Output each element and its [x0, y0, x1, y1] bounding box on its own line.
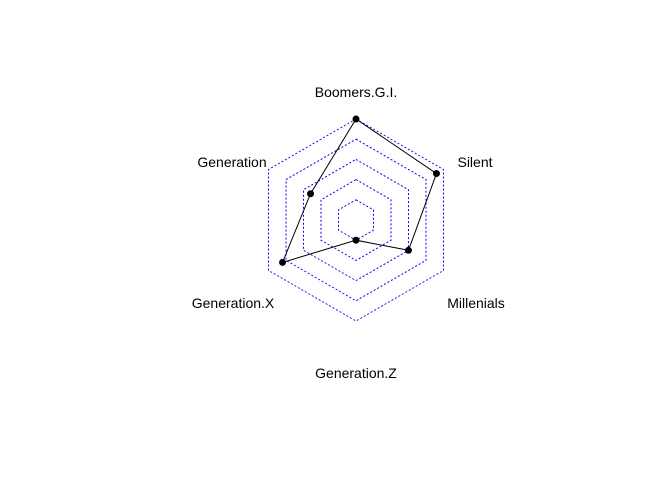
radar-series [279, 115, 440, 266]
series-line-0 [281, 118, 438, 264]
grid-ring-4 [268, 118, 444, 322]
axis-label-boomers-gi: Boomers.G.I. [315, 84, 397, 100]
axis-label-generation-x: Generation.X [192, 295, 275, 311]
grid-ring-3 [285, 138, 427, 302]
data-point-0-2 [404, 246, 412, 254]
axis-label-millenials: Millenials [447, 295, 505, 311]
grid-ring-2 [303, 158, 409, 282]
grid-ring-1 [320, 179, 392, 261]
axis-label-silent: Silent [457, 154, 492, 170]
data-point-0-1 [432, 170, 440, 178]
data-point-0-0 [352, 115, 360, 123]
radar-grid [268, 118, 444, 322]
data-point-0-3 [352, 236, 360, 244]
axis-label-generation: Generation [197, 154, 266, 170]
data-point-0-5 [307, 190, 315, 198]
axis-label-generation-z: Generation.Z [315, 365, 397, 381]
data-point-0-4 [279, 258, 287, 266]
grid-ring-0 [338, 199, 374, 241]
axis-labels: Boomers.G.I. Silent Millenials Generatio… [192, 84, 505, 381]
